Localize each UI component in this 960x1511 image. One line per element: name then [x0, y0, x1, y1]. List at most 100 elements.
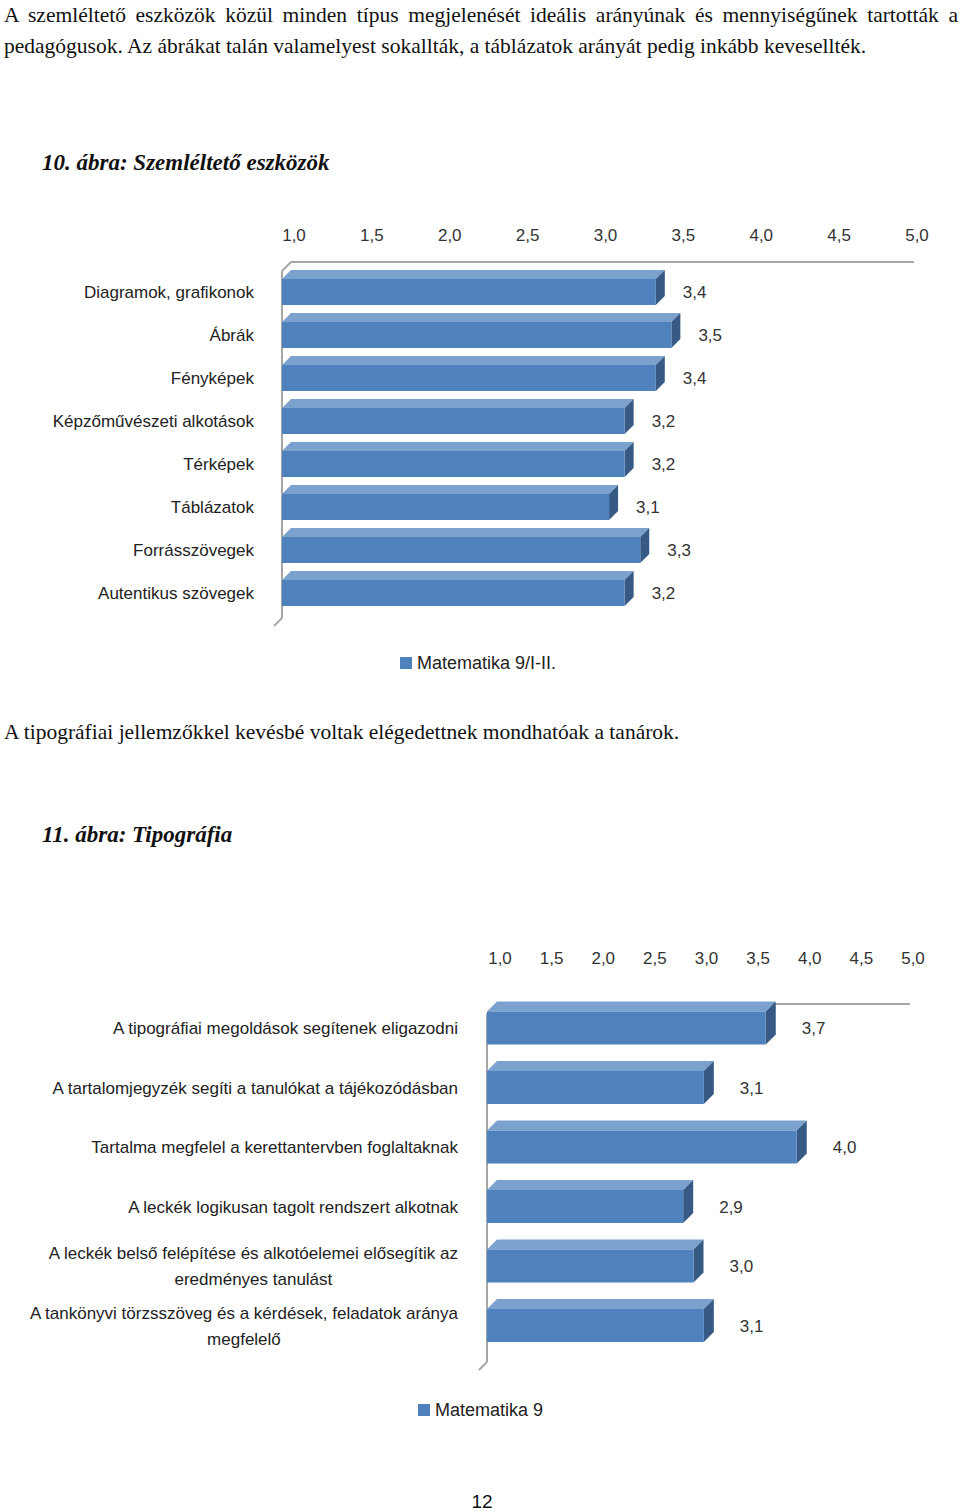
bar-top: [487, 1121, 807, 1131]
data-label: 3,5: [698, 326, 722, 345]
category-label: Képzőművészeti alkotások: [53, 412, 255, 431]
bar-top: [282, 528, 649, 537]
label-line: Ábrák: [210, 326, 255, 345]
bars: [487, 1002, 807, 1343]
label-line: Tartalma megfelel a kerettantervben fogl…: [91, 1138, 458, 1157]
data-label: 3,4: [683, 283, 707, 302]
category-label: Ábrák: [210, 326, 255, 345]
bar-top: [487, 1002, 776, 1012]
data-label: 3,7: [802, 1019, 826, 1038]
category-label: A tartalomjegyzék segíti a tanulókat a t…: [53, 1079, 458, 1098]
bar-top: [487, 1240, 704, 1250]
category-label: Táblázatok: [171, 498, 255, 517]
labels: Diagramok, grafikonok Ábrák Fényképek Képző…: [53, 283, 722, 603]
bar-top: [282, 485, 618, 494]
data-label: 2,9: [719, 1198, 743, 1217]
data-label: 3,0: [730, 1257, 754, 1276]
axis-line: [291, 261, 914, 263]
axis-line: [274, 618, 282, 626]
label-line: Térképek: [183, 455, 254, 474]
category-label: A leckék belső felépítése és alkotóeleme…: [49, 1244, 458, 1289]
paragraph: A szemléltető eszközök közül minden típu…: [4, 0, 958, 62]
bar-side: [683, 1180, 693, 1223]
data-label: 4,0: [833, 1138, 857, 1157]
bar-side: [609, 485, 618, 520]
chart-title: 10. ábra: Szemléltető eszközök: [42, 150, 330, 175]
tick-label: 1,0: [282, 226, 306, 245]
bar-side: [704, 1061, 714, 1104]
category-label: Tartalma megfelel a kerettantervben fogl…: [91, 1138, 458, 1157]
category-label: A tipográfiai megoldások segítenek eliga…: [113, 1019, 458, 1038]
bar-side: [704, 1299, 714, 1342]
bar-top: [282, 442, 634, 451]
bar-side: [625, 442, 634, 477]
legend-swatch: [400, 657, 412, 669]
bar-top: [282, 571, 634, 580]
label-line: A tartalomjegyzék segíti a tanulókat a t…: [53, 1079, 458, 1098]
bar-top: [487, 1299, 714, 1309]
bar: [282, 537, 640, 563]
bar-side: [797, 1121, 807, 1164]
bar-side: [625, 399, 634, 434]
category-label: Térképek: [183, 455, 254, 474]
data-label: 3,1: [636, 498, 660, 517]
label-line: A leckék belső felépítése és alkotóeleme…: [49, 1244, 458, 1263]
bar: [487, 1250, 694, 1283]
label-line: A tipográfiai megoldások segítenek eliga…: [113, 1019, 458, 1038]
bar-side: [694, 1240, 704, 1283]
data-label: 3,1: [740, 1079, 764, 1098]
bar: [487, 1309, 704, 1342]
bar: [487, 1190, 683, 1223]
tick-label: 3,0: [695, 949, 719, 968]
category-label: Forrásszövegek: [133, 541, 254, 560]
bar: [487, 1071, 704, 1104]
axis-line: [479, 1362, 487, 1370]
tick-label: 5,0: [901, 949, 925, 968]
label-line: Forrásszövegek: [133, 541, 254, 560]
category-label: Diagramok, grafikonok: [84, 283, 255, 302]
legend-label: Matematika 9: [435, 1400, 543, 1420]
legend-label: Matematika 9/I-II.: [417, 653, 556, 673]
legend-swatch: [418, 1404, 430, 1416]
bars: [282, 270, 680, 606]
chart: 10. ábra: Szemléltető eszközök1,01,52,02…: [42, 150, 929, 673]
bar-top: [282, 399, 634, 408]
data-label: 3,2: [652, 455, 676, 474]
category-label: Autentikus szövegek: [98, 584, 254, 603]
tick-label: 2,0: [591, 949, 615, 968]
bar-top: [282, 356, 665, 365]
plot-frame: [274, 262, 914, 626]
label-line: Diagramok, grafikonok: [84, 283, 255, 302]
data-label: 3,1: [740, 1317, 764, 1336]
bar: [282, 451, 625, 477]
tick-label: 1,5: [360, 226, 384, 245]
bar-side: [671, 313, 680, 348]
bar-side: [656, 270, 665, 305]
tick-label: 1,5: [540, 949, 564, 968]
bar: [282, 279, 656, 305]
bar: [282, 322, 671, 348]
chart-title: 11. ábra: Tipográfia: [42, 822, 232, 847]
tick-label: 2,5: [643, 949, 667, 968]
bar-top: [282, 313, 680, 322]
label-line: Autentikus szövegek: [98, 584, 254, 603]
category-label: A leckék logikusan tagolt rendszert alko…: [128, 1198, 458, 1217]
bar-side: [625, 571, 634, 606]
bar-side: [766, 1002, 776, 1045]
label-line: eredményes tanulást: [174, 1270, 332, 1289]
data-label: 3,4: [683, 369, 707, 388]
bar: [487, 1131, 797, 1164]
category-label: Fényképek: [171, 369, 255, 388]
bar: [487, 1012, 766, 1045]
bar: [282, 365, 656, 391]
bar-side: [656, 356, 665, 391]
page-graphics: 1210. ábra: Szemléltető eszközök1,01,52,…: [0, 0, 960, 1511]
paragraph: A tipográfiai jellemzőkkel kevésbé volta…: [4, 717, 958, 748]
bar-side: [640, 528, 649, 563]
tick-label: 5,0: [905, 226, 929, 245]
label-line: Fényképek: [171, 369, 255, 388]
tick-label: 4,5: [827, 226, 851, 245]
tick-label: 2,0: [438, 226, 462, 245]
tick-label: 1,0: [488, 949, 512, 968]
category-label: A tankönyvi törzsszöveg és a kérdések, f…: [30, 1304, 459, 1349]
